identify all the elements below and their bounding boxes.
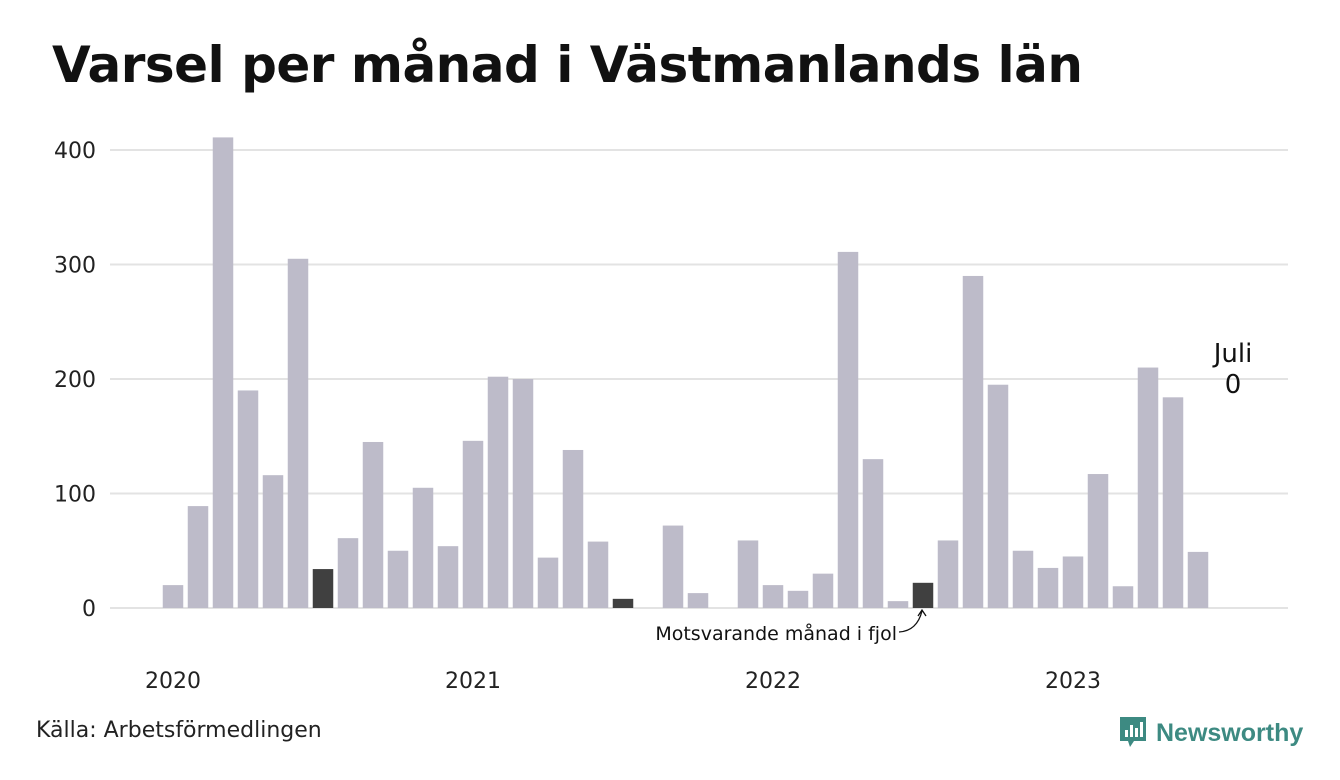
source-note: Källa: Arbetsförmedlingen [36, 718, 322, 743]
bar [1187, 551, 1209, 608]
y-tick-label: 0 [82, 597, 96, 622]
callout-month-value: 0 [1225, 370, 1242, 400]
bar [862, 459, 884, 608]
brand-logo: Newsworthy [1118, 714, 1303, 752]
bar [187, 506, 209, 608]
bar [687, 593, 709, 608]
last-year-annotation: Motsvarande månad i fjol [655, 622, 897, 645]
bar [837, 251, 859, 608]
bar [287, 258, 309, 608]
gridlines [110, 149, 1288, 609]
bars [162, 137, 1209, 608]
bar [212, 137, 234, 608]
newsworthy-logo-icon [1120, 717, 1146, 747]
bar [762, 585, 784, 608]
bar [1062, 556, 1084, 608]
annotation-arrow-icon [898, 608, 927, 633]
y-tick-label: 400 [54, 139, 96, 164]
x-tick-label: 2023 [1045, 669, 1101, 694]
bar [562, 449, 584, 608]
bar [362, 441, 384, 608]
bar [1012, 550, 1034, 608]
x-tick-label: 2022 [745, 669, 801, 694]
bar [437, 546, 459, 608]
y-axis-tick-labels: 0 100 200 300 400 [54, 139, 96, 622]
bar [412, 487, 434, 608]
bar [662, 525, 684, 608]
bar [237, 390, 259, 608]
y-tick-label: 300 [54, 254, 96, 279]
bar [937, 540, 959, 608]
bar [487, 376, 509, 608]
bar [537, 557, 559, 608]
bar [512, 379, 534, 608]
bar [787, 590, 809, 608]
bar [1162, 397, 1184, 608]
bar [262, 475, 284, 608]
bar [387, 550, 409, 608]
chart-title: Varsel per månad i Västmanlands län [52, 36, 1083, 94]
bar [737, 540, 759, 608]
brand-name: Newsworthy [1156, 718, 1304, 747]
bar [987, 384, 1009, 608]
bar [887, 601, 909, 608]
bar-highlight [612, 598, 634, 608]
x-axis-tick-labels: 2020 2021 2022 2023 [145, 669, 1101, 694]
bar [462, 440, 484, 608]
annotations: Juli 0 Motsvarande månad i fjol [655, 339, 1252, 645]
bar-highlight [312, 569, 334, 608]
y-tick-label: 200 [54, 368, 96, 393]
bar [812, 573, 834, 608]
bar [1087, 474, 1109, 608]
bar [962, 275, 984, 608]
callout-month-label: Juli [1212, 339, 1253, 369]
bar [1112, 586, 1134, 608]
bar [162, 585, 184, 608]
bar-highlight [912, 582, 934, 608]
bar [587, 541, 609, 608]
bar [1137, 367, 1159, 608]
bar [337, 538, 359, 608]
x-tick-label: 2020 [145, 669, 201, 694]
x-tick-label: 2021 [445, 669, 501, 694]
y-tick-label: 100 [54, 483, 96, 508]
bar [1037, 567, 1059, 608]
